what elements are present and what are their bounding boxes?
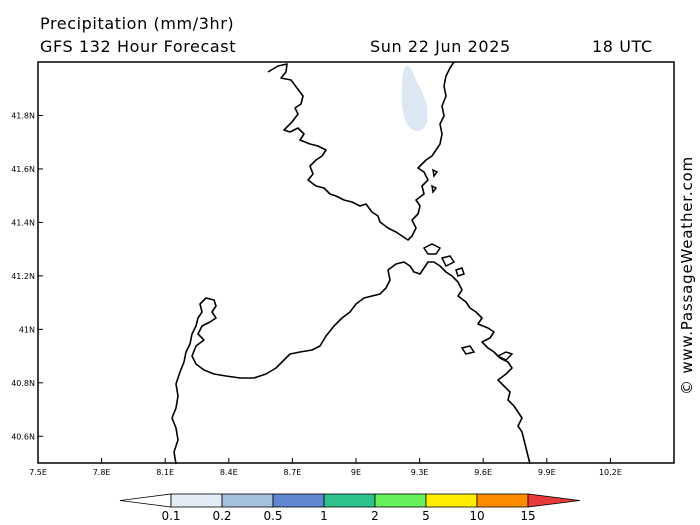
legend-swatch bbox=[374, 493, 427, 508]
lat-tick-label: 40.8N bbox=[11, 379, 35, 388]
lat-tick-label: 41.8N bbox=[11, 111, 35, 120]
legend-label: 5 bbox=[422, 509, 430, 523]
lon-tick-label: 9.3E bbox=[411, 468, 429, 477]
legend-label: 15 bbox=[520, 509, 535, 523]
coastline-islet-a bbox=[432, 168, 439, 178]
coastline-sardinia bbox=[171, 261, 531, 465]
lat-tick-label: 41.2N bbox=[11, 272, 35, 281]
legend-swatch bbox=[221, 493, 274, 508]
longitude-axis: 7.5E 7.8E 8.1E 8.4E 8.7E 9E 9.3E 9.6E 9.9E 10.2E bbox=[29, 458, 622, 477]
legend-swatch bbox=[527, 493, 581, 508]
legend-swatch bbox=[323, 493, 376, 508]
chart-subtitle: GFS 132 Hour Forecast bbox=[40, 37, 237, 56]
forecast-date: Sun 22 Jun 2025 bbox=[370, 37, 511, 56]
legend-swatch bbox=[170, 493, 223, 508]
legend-label: 0.5 bbox=[263, 509, 282, 523]
precip-area-light bbox=[401, 65, 428, 131]
lon-tick-label: 8.7E bbox=[284, 468, 302, 477]
lon-tick-label: 7.8E bbox=[93, 468, 111, 477]
legend-label: 0.2 bbox=[212, 509, 231, 523]
forecast-time: 18 UTC bbox=[592, 37, 653, 56]
precip-legend: 0.1 0.2 0.5 1 2 5 10 15 bbox=[119, 493, 581, 523]
map-frame bbox=[37, 61, 675, 464]
lat-tick-label: 41N bbox=[19, 325, 35, 334]
chart-title: Precipitation (mm/3hr) bbox=[40, 14, 235, 33]
lon-tick-label: 9.9E bbox=[538, 468, 556, 477]
lon-tick-label: 8.4E bbox=[220, 468, 238, 477]
coastline-corsica bbox=[267, 61, 455, 241]
legend-swatch bbox=[476, 493, 529, 508]
lon-tick-label: 9.6E bbox=[474, 468, 492, 477]
latitude-axis: 41.8N 41.6N 41.4N 41.2N 41N 40.8N 40.6N bbox=[11, 111, 43, 441]
lon-tick-label: 8.1E bbox=[156, 468, 174, 477]
legend-label: 2 bbox=[371, 509, 379, 523]
lon-tick-label: 10.2E bbox=[599, 468, 622, 477]
lat-tick-label: 40.6N bbox=[11, 432, 35, 441]
lat-tick-label: 41.6N bbox=[11, 165, 35, 174]
legend-label: 0.1 bbox=[161, 509, 180, 523]
legend-label: 1 bbox=[320, 509, 328, 523]
coastline-islands bbox=[422, 243, 514, 361]
lat-tick-label: 41.4N bbox=[11, 218, 35, 227]
legend-swatch bbox=[272, 493, 325, 508]
legend-swatch bbox=[119, 493, 172, 508]
coastline-islet-b bbox=[431, 184, 438, 194]
lon-tick-label: 7.5E bbox=[29, 468, 47, 477]
legend-label: 10 bbox=[469, 509, 484, 523]
legend-swatch bbox=[425, 493, 478, 508]
lon-tick-label: 9E bbox=[351, 468, 361, 477]
